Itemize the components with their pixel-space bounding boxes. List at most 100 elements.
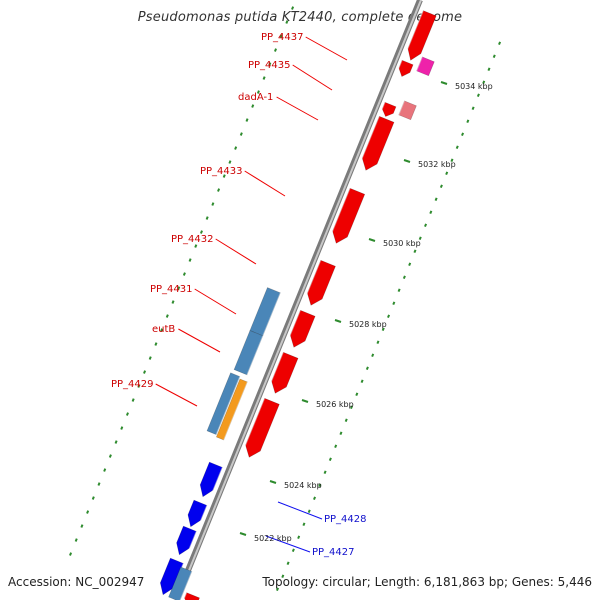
gene-forward[interactable]	[357, 115, 395, 173]
scale-dot	[154, 342, 158, 346]
gene-label[interactable]: PP_4432	[171, 234, 214, 245]
scale-dot	[387, 314, 391, 319]
gene-forward[interactable]	[285, 309, 316, 350]
scale-dot	[194, 244, 198, 248]
gene-label[interactable]: PP_4428	[324, 514, 367, 525]
scale-dot	[323, 470, 327, 475]
scale-dot	[234, 146, 238, 150]
label-leader-line	[305, 36, 348, 61]
scale-dot	[256, 90, 260, 94]
gene-forward[interactable]	[241, 397, 280, 460]
scale-dot	[476, 93, 480, 98]
label-leader-line	[244, 170, 286, 197]
scale-dot	[455, 145, 459, 150]
kbp-tick-label: 5030 kbp	[383, 239, 421, 248]
scale-dot	[487, 67, 491, 72]
scale-dot	[103, 468, 107, 472]
gene-rna[interactable]	[415, 56, 435, 77]
scale-dot	[188, 258, 192, 262]
scale-dot	[360, 379, 364, 384]
scale-dot	[74, 538, 78, 542]
scale-dot	[371, 353, 375, 358]
feature-block[interactable]	[216, 378, 248, 441]
gene-label[interactable]: dadA-1	[238, 92, 273, 103]
feature-block[interactable]	[249, 287, 281, 337]
scale-dot	[355, 392, 359, 397]
scale-dot	[274, 48, 277, 52]
scale-dot	[492, 54, 496, 59]
scale-dot	[498, 41, 502, 46]
scale-dot	[429, 210, 433, 215]
kbp-tick-label: 5026 kbp	[316, 400, 354, 409]
feature-block[interactable]	[168, 566, 193, 600]
gene-label[interactable]: eutB	[152, 324, 175, 335]
scale-dot	[97, 482, 101, 486]
scale-dot	[114, 440, 118, 444]
scale-dot	[69, 552, 73, 556]
kbp-tick-mark	[269, 480, 277, 484]
scale-dot	[279, 34, 283, 38]
scale-dot	[344, 418, 348, 423]
scale-dot	[434, 197, 438, 202]
scale-dot	[445, 171, 449, 176]
kbp-tick-mark	[368, 238, 376, 242]
gene-forward[interactable]	[328, 187, 366, 246]
scale-dot	[392, 301, 396, 306]
scale-dot	[182, 272, 186, 276]
label-leader-line	[194, 288, 237, 315]
scale-dot	[402, 275, 406, 280]
scale-dot	[171, 300, 175, 304]
scale-dot	[376, 340, 380, 345]
gene-reverse[interactable]	[173, 525, 197, 558]
topology-text: Topology: circular; Length: 6,181,863 bp…	[262, 575, 592, 589]
scale-dot	[86, 510, 90, 514]
scale-dot	[137, 384, 141, 388]
gene-label[interactable]: PP_4435	[248, 60, 291, 71]
gene-pseudo[interactable]	[398, 100, 417, 121]
gene-forward[interactable]	[395, 59, 414, 79]
label-leader-line	[265, 535, 311, 553]
gene-forward[interactable]	[181, 592, 200, 600]
scale-dot	[281, 574, 285, 579]
scale-dot	[217, 188, 221, 192]
feature-block[interactable]	[206, 372, 241, 435]
gene-reverse[interactable]	[196, 461, 223, 500]
gene-track	[160, 10, 437, 600]
scale-dot	[339, 431, 343, 436]
gene-label[interactable]: PP_4431	[150, 284, 193, 295]
genome-backbone-highlight	[176, 0, 422, 600]
gene-label[interactable]: PP_4433	[200, 166, 243, 177]
gene-forward[interactable]	[267, 351, 299, 396]
gene-label[interactable]: PP_4427	[312, 547, 355, 558]
scale-dot	[222, 174, 226, 178]
accession-text: Accession: NC_002947	[8, 575, 145, 589]
scale-dot	[466, 119, 470, 124]
scale-dot	[245, 118, 249, 122]
scale-dot	[482, 80, 486, 85]
gene-reverse[interactable]	[184, 499, 208, 530]
gene-label[interactable]: PP_4437	[261, 32, 304, 43]
scale-dot	[439, 184, 443, 189]
scale-dot	[318, 483, 322, 488]
gene-forward[interactable]	[303, 259, 336, 308]
feature-block[interactable]	[233, 330, 264, 376]
gene-forward[interactable]	[379, 101, 397, 119]
scale-dot	[120, 426, 124, 430]
scale-dot	[297, 535, 301, 540]
scale-dot	[291, 6, 295, 10]
kbp-tick-mark	[301, 399, 309, 403]
scale-dot	[165, 314, 169, 318]
scale-dot	[148, 356, 152, 360]
scale-dot	[285, 20, 289, 24]
scale-dot	[450, 158, 454, 163]
gene-forward[interactable]	[403, 10, 437, 63]
label-leader-line	[215, 238, 257, 265]
scale-dot	[381, 327, 385, 332]
label-leader-line	[155, 383, 198, 407]
gene-label[interactable]: PP_4429	[111, 379, 154, 390]
scale-dot	[239, 132, 243, 136]
scale-dot	[408, 262, 412, 267]
kbp-tick-mark	[239, 532, 247, 536]
scale-dot	[313, 496, 317, 501]
kbp-tick-mark	[403, 159, 411, 163]
